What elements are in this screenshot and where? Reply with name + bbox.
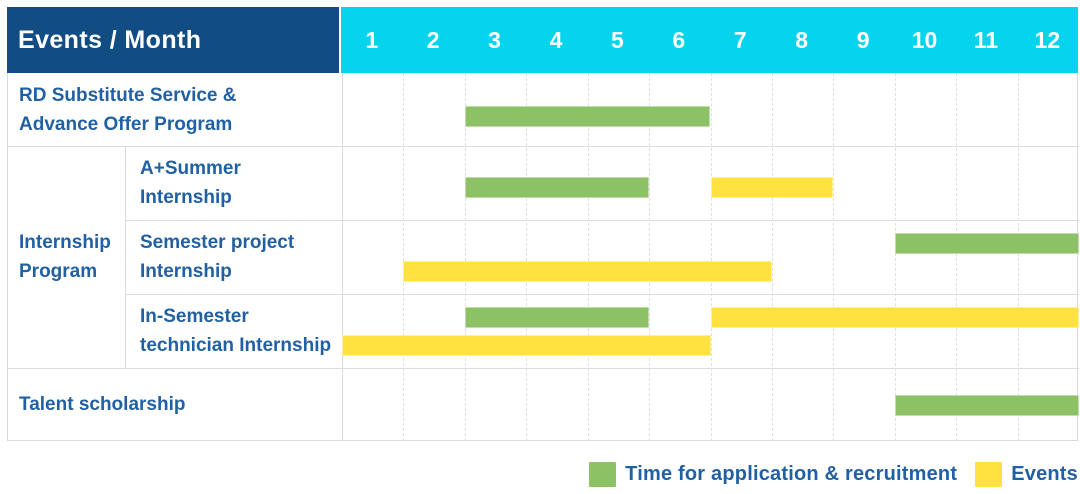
month-label-6: 6 (672, 26, 686, 53)
label-grid-divider (342, 73, 343, 441)
group-label-internship-program: Internship Program (19, 232, 111, 282)
gantt-table-body: RD Substitute Service & Advance Offer Pr… (7, 73, 1079, 441)
group-sub-divider (125, 146, 126, 368)
month-gridline (833, 73, 835, 441)
legend-swatch-event (975, 461, 1003, 487)
gantt-bar-application (894, 395, 1079, 416)
month-gridline (894, 73, 896, 441)
events-month-header-cell: Events / Month (7, 7, 339, 73)
legend-label-event: Events (1011, 462, 1078, 485)
gantt-bar-application (464, 177, 650, 198)
month-gridline (1017, 73, 1019, 441)
gantt-bar-event (403, 261, 772, 282)
row-label-semester-project-internship: Semester project Internship (140, 232, 295, 282)
legend: Time for application & recruitment Event… (589, 458, 1078, 490)
row-label-talent-scholarship: Talent scholarship (19, 394, 186, 415)
row-divider (125, 220, 1079, 221)
legend-label-application: Time for application & recruitment (625, 462, 958, 485)
month-label-12: 12 (1034, 26, 1061, 53)
gantt-bar-event (342, 335, 711, 356)
month-gridline (956, 73, 958, 441)
row-divider (8, 146, 1079, 147)
month-label-8: 8 (795, 26, 809, 53)
gantt-bar-application (894, 233, 1079, 254)
row-divider (8, 368, 1079, 369)
month-gridline (403, 73, 405, 441)
row-divider (125, 294, 1079, 295)
gantt-bars-layer (342, 73, 1079, 441)
row-label-rd-substitute-service: RD Substitute Service & Advance Offer Pr… (19, 84, 237, 135)
month-label-11: 11 (973, 26, 999, 53)
gantt-bar-application (464, 106, 711, 127)
row-label-a-plus-summer-internship: A+Summer Internship (140, 158, 241, 208)
month-label-10: 10 (911, 26, 938, 53)
month-label-5: 5 (611, 26, 624, 53)
month-header-row: 1 2 3 4 5 6 7 8 9 10 11 12 (341, 7, 1078, 73)
month-label-2: 2 (426, 26, 440, 53)
month-label-1: 1 (365, 26, 379, 53)
month-gridline (464, 73, 466, 441)
legend-swatch-application (589, 461, 617, 487)
month-label-9: 9 (856, 26, 870, 53)
month-gridline (587, 73, 589, 441)
month-gridline (649, 73, 651, 441)
month-gridline (771, 73, 773, 441)
month-gridline (710, 73, 712, 441)
month-gridlines-layer (342, 73, 1079, 441)
month-label-4: 4 (549, 26, 563, 53)
month-gridline (526, 73, 528, 441)
gantt-bar-event (710, 177, 834, 198)
events-month-header-label: Events / Month (18, 25, 202, 54)
row-label-in-semester-technician-internship: In-Semester technician Internship (140, 306, 332, 356)
gantt-bar-application (464, 307, 650, 328)
month-label-7: 7 (733, 26, 747, 53)
month-label-3: 3 (488, 26, 501, 53)
gantt-bar-event (710, 307, 1079, 328)
